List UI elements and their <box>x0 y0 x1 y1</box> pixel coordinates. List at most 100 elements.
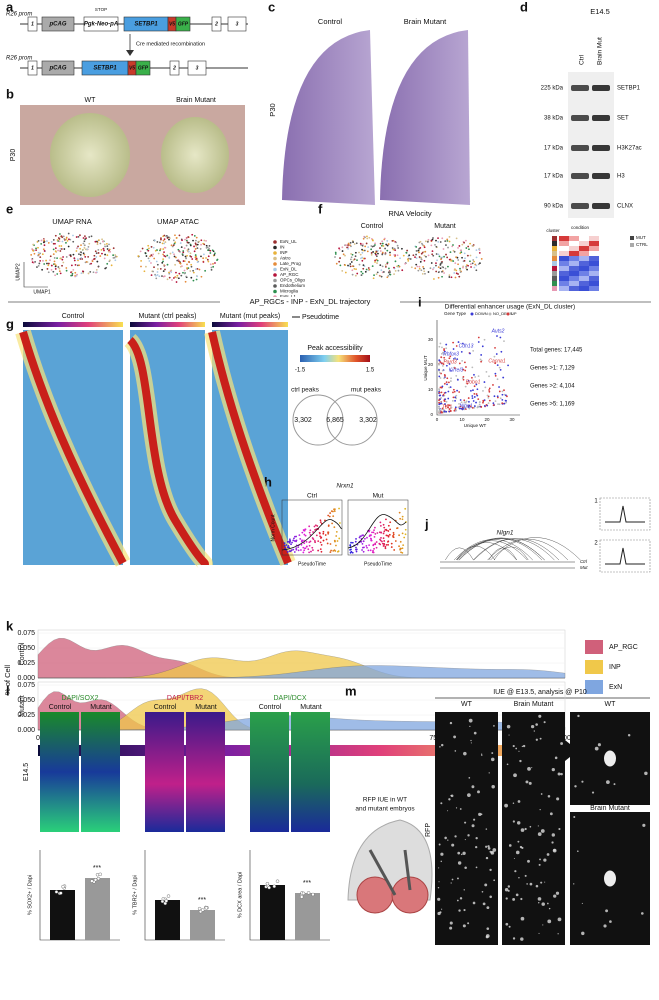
umap-point <box>186 241 189 244</box>
umap-point <box>448 235 451 238</box>
hm-cell <box>589 256 599 261</box>
label: Norm Count <box>270 514 276 542</box>
cell-point <box>314 524 317 527</box>
label: Mutant <box>434 223 455 230</box>
umap-point <box>370 248 373 251</box>
neuron <box>493 725 495 727</box>
umap-point <box>344 254 346 257</box>
umap-point <box>96 260 99 263</box>
umap-point <box>429 267 432 270</box>
umap-point <box>37 246 39 249</box>
scatter-point <box>504 399 507 402</box>
neuron <box>538 932 540 934</box>
umap-point <box>344 264 347 267</box>
cell-point <box>373 529 375 532</box>
neuron <box>440 860 443 863</box>
cell-point <box>288 546 290 549</box>
umap-point <box>359 253 362 256</box>
blot-size: 225 kDa <box>541 86 564 92</box>
scatter-point <box>439 361 442 363</box>
neuron <box>489 895 492 899</box>
umap-point <box>359 242 362 245</box>
umap-point <box>54 265 57 268</box>
neuron <box>530 724 535 729</box>
scatter-point <box>438 345 441 348</box>
neuron <box>475 866 478 869</box>
umap-point <box>54 234 57 237</box>
neuron <box>506 724 511 729</box>
micrograph <box>250 712 289 832</box>
umap-point <box>67 232 70 235</box>
neuron <box>525 780 529 784</box>
label: 3,302 <box>359 417 377 424</box>
neuron <box>594 746 599 751</box>
neuron <box>481 890 484 893</box>
umap-point <box>480 258 483 260</box>
scatter-point <box>503 340 505 343</box>
cell-point <box>293 551 296 553</box>
umap-point <box>192 279 195 282</box>
neuron <box>463 908 466 912</box>
label: % SOX2+ / Dapi <box>27 875 33 915</box>
neuron <box>481 754 483 756</box>
umap-point <box>69 254 72 257</box>
dot <box>95 873 100 877</box>
umap-point <box>209 263 212 266</box>
panel-letter: m <box>345 683 357 698</box>
scatter-point <box>503 393 506 396</box>
neuron <box>560 772 563 776</box>
neuron <box>467 793 471 797</box>
neuron <box>518 750 520 752</box>
umap-point <box>444 267 447 270</box>
cell-point <box>355 550 358 553</box>
umap-point <box>154 239 156 242</box>
umap-point <box>172 244 175 247</box>
umap-point <box>355 242 358 245</box>
legend-dot <box>273 240 277 244</box>
umap-point <box>103 243 106 246</box>
label: 1 <box>594 499 598 505</box>
neuron <box>459 897 463 900</box>
label: 100 <box>559 735 571 742</box>
construct-box <box>41 60 75 76</box>
umap-point <box>82 237 85 239</box>
neuron <box>453 735 457 739</box>
scatter-point <box>454 399 456 402</box>
column-title: Mutant (mut peaks) <box>220 313 280 320</box>
label: % DCX area / Dapi <box>237 872 243 918</box>
umap-point <box>463 241 465 244</box>
hm-cluster <box>552 236 557 241</box>
umap-point <box>104 253 106 256</box>
label: Peak accessibility <box>307 345 363 352</box>
label: Control <box>49 704 72 711</box>
neuron <box>504 887 509 892</box>
scatter-point <box>442 393 445 396</box>
neuron <box>468 777 471 779</box>
umap-point <box>397 269 400 272</box>
hm-cell <box>579 251 589 256</box>
blot-protein: H3 <box>617 174 625 180</box>
umap-point <box>375 273 378 276</box>
legend-dot <box>273 289 277 294</box>
umap-point <box>361 244 364 247</box>
umap-point <box>175 256 177 259</box>
peak <box>605 505 645 523</box>
cell-point <box>355 538 357 540</box>
label: Mutant <box>195 704 216 711</box>
scatter-point <box>483 399 486 402</box>
micrograph <box>145 712 184 832</box>
umap-point <box>448 276 451 278</box>
umap-point <box>162 239 165 242</box>
umap-point <box>455 272 458 275</box>
neuron <box>450 794 454 798</box>
neuron <box>515 893 519 897</box>
cell-point <box>293 540 296 542</box>
hm-cluster <box>552 271 557 276</box>
umap-point <box>196 275 199 278</box>
panel-letter: f <box>318 201 323 216</box>
scatter-point <box>470 389 472 392</box>
hm-cell <box>569 241 579 246</box>
umap-point <box>192 271 195 274</box>
cell-point <box>382 545 385 547</box>
scatter-point <box>442 351 444 354</box>
